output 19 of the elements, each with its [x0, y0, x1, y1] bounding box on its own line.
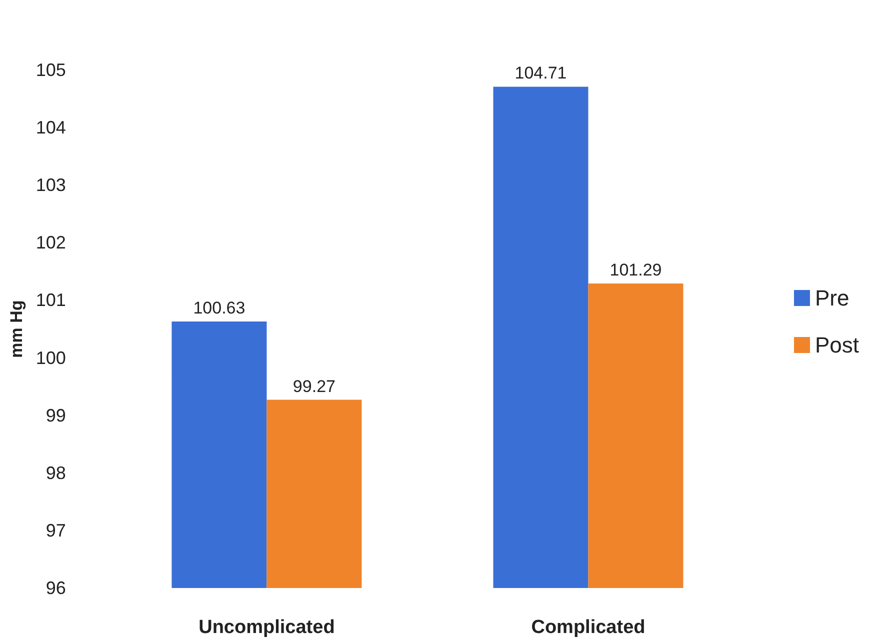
data-label: 104.71 — [514, 64, 567, 83]
y-tick-label: 100 — [36, 348, 66, 368]
y-axis-title: mm Hg — [7, 300, 26, 358]
y-tick-label: 97 — [46, 520, 66, 540]
legend-label: Pre — [814, 286, 850, 310]
data-label: 99.27 — [292, 376, 336, 396]
x-tick-label: Complicated — [531, 617, 646, 638]
y-tick-label: 99 — [46, 405, 66, 426]
x-tick-label: Uncomplicated — [198, 617, 335, 638]
data-label: 101.29 — [610, 260, 662, 280]
y-tick-label: 96 — [46, 578, 66, 598]
y-tick-label: 98 — [46, 462, 66, 483]
y-tick-label: 105 — [36, 60, 66, 80]
data-label: 100.63 — [193, 298, 246, 318]
y-tick-label: 101 — [36, 290, 66, 310]
legend-label: Post — [814, 332, 860, 358]
y-tick-label: 104 — [36, 118, 66, 138]
y-tick-label: 102 — [36, 232, 66, 253]
y-tick-label: 103 — [36, 175, 66, 196]
